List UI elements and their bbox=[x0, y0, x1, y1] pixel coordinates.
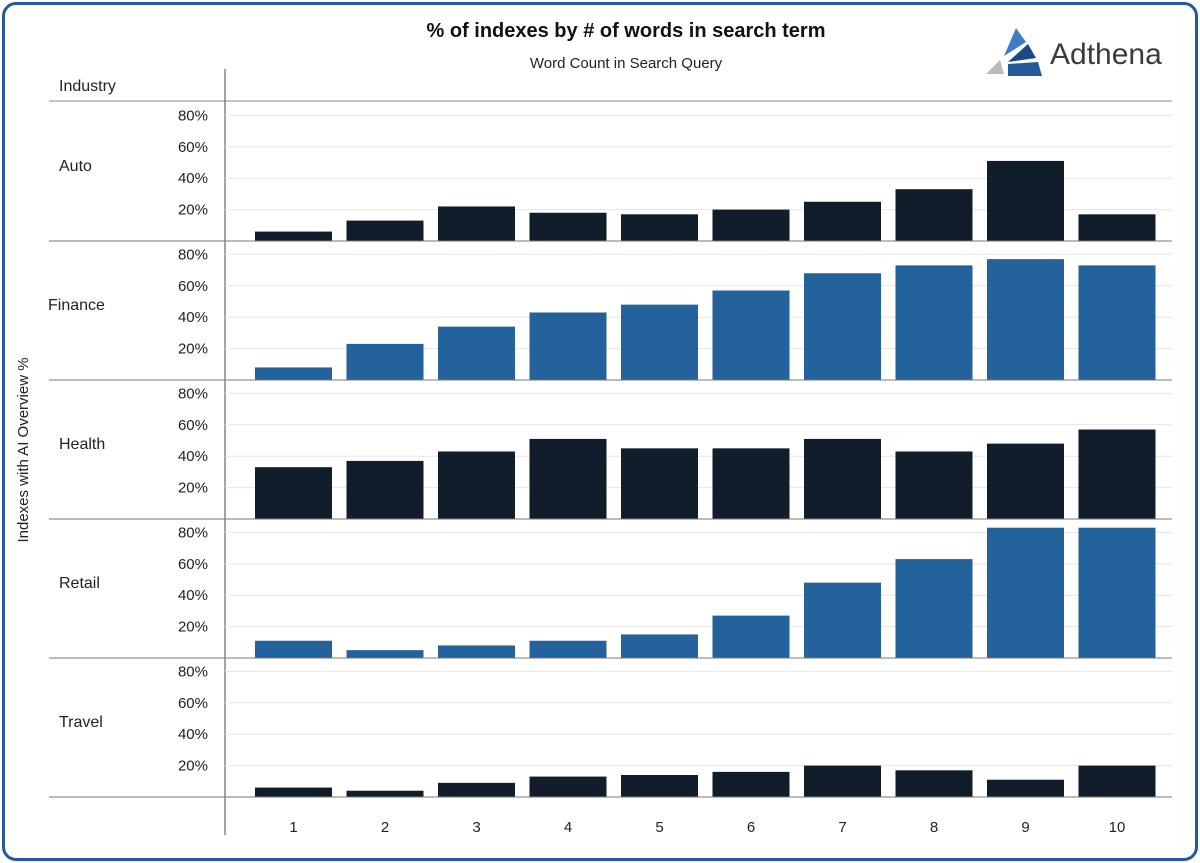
y-tick-travel-60: 60% bbox=[178, 695, 208, 712]
x-tick-4: 4 bbox=[564, 819, 572, 836]
x-tick-2: 2 bbox=[381, 819, 389, 836]
bar-auto-6 bbox=[712, 209, 790, 241]
bar-travel-5 bbox=[621, 775, 698, 797]
bar-travel-6 bbox=[712, 771, 790, 797]
y-tick-auto-80: 80% bbox=[178, 107, 208, 124]
bar-auto-4 bbox=[529, 212, 607, 241]
y-tick-travel-80: 80% bbox=[178, 663, 208, 680]
bar-finance-8 bbox=[895, 265, 973, 380]
bar-travel-3 bbox=[438, 782, 515, 797]
x-tick-1: 1 bbox=[289, 819, 297, 836]
bar-retail-3 bbox=[438, 645, 515, 658]
bar-travel-7 bbox=[804, 765, 881, 797]
panel-label-travel: Travel bbox=[59, 714, 103, 731]
bar-travel-8 bbox=[895, 770, 973, 797]
y-tick-health-20: 20% bbox=[178, 480, 208, 497]
bar-finance-2 bbox=[346, 343, 424, 380]
bar-health-1 bbox=[255, 467, 332, 519]
logo-mark-left bbox=[986, 60, 1004, 74]
bar-travel-1 bbox=[255, 787, 332, 797]
y-tick-retail-20: 20% bbox=[178, 619, 208, 636]
y-tick-auto-20: 20% bbox=[178, 202, 208, 219]
plot-area: 20% 40% 60% 80% Auto 20% 40% 60% 80% Finance 20% 40… bbox=[48, 69, 1172, 836]
y-tick-retail-40: 40% bbox=[178, 587, 208, 604]
bar-finance-6 bbox=[712, 290, 790, 380]
bar-auto-9 bbox=[987, 160, 1064, 241]
bar-health-10 bbox=[1078, 429, 1156, 519]
y-tick-finance-60: 60% bbox=[178, 278, 208, 295]
panel-label-health: Health bbox=[59, 436, 105, 453]
bar-finance-7 bbox=[804, 273, 881, 380]
bar-retail-4 bbox=[529, 640, 607, 658]
bar-health-3 bbox=[438, 451, 515, 519]
bar-health-9 bbox=[987, 443, 1064, 519]
bar-retail-5 bbox=[621, 634, 698, 658]
bar-health-2 bbox=[346, 460, 424, 519]
bar-auto-10 bbox=[1078, 214, 1156, 241]
y-tick-auto-60: 60% bbox=[178, 139, 208, 156]
bar-retail-7 bbox=[804, 582, 881, 658]
x-tick-10: 10 bbox=[1109, 819, 1126, 836]
bar-travel-10 bbox=[1078, 765, 1156, 797]
chart-title: % of indexes by # of words in search ter… bbox=[426, 20, 825, 42]
y-tick-travel-20: 20% bbox=[178, 758, 208, 775]
y-tick-health-40: 40% bbox=[178, 448, 208, 465]
row-header: Industry bbox=[59, 78, 116, 95]
bar-retail-6 bbox=[712, 615, 790, 658]
panel-label-retail: Retail bbox=[59, 575, 100, 592]
y-tick-retail-80: 80% bbox=[178, 524, 208, 541]
bar-finance-3 bbox=[438, 326, 515, 380]
bar-health-6 bbox=[712, 448, 790, 519]
bar-auto-8 bbox=[895, 189, 973, 241]
bar-travel-2 bbox=[346, 790, 424, 797]
y-tick-auto-40: 40% bbox=[178, 170, 208, 187]
bar-auto-3 bbox=[438, 206, 515, 241]
bar-finance-9 bbox=[987, 259, 1064, 380]
panel-label-finance: Finance bbox=[48, 297, 105, 314]
x-tick-3: 3 bbox=[472, 819, 480, 836]
logo-mark-middle bbox=[1008, 44, 1036, 62]
x-tick-7: 7 bbox=[838, 819, 846, 836]
bar-retail-9 bbox=[987, 527, 1064, 658]
bar-auto-2 bbox=[346, 220, 424, 241]
y-axis-label: Indexes with AI Overview % bbox=[15, 357, 32, 542]
bar-finance-4 bbox=[529, 312, 607, 380]
y-tick-finance-40: 40% bbox=[178, 309, 208, 326]
chart-subtitle: Word Count in Search Query bbox=[530, 55, 723, 72]
bar-auto-5 bbox=[621, 214, 698, 241]
x-tick-6: 6 bbox=[747, 819, 755, 836]
bar-travel-9 bbox=[987, 779, 1064, 797]
bar-finance-1 bbox=[255, 367, 332, 380]
y-tick-finance-80: 80% bbox=[178, 246, 208, 263]
bar-retail-10 bbox=[1078, 527, 1156, 658]
bar-finance-5 bbox=[621, 304, 698, 380]
y-tick-health-60: 60% bbox=[178, 417, 208, 434]
logo-mark-top bbox=[1004, 28, 1026, 56]
bar-health-8 bbox=[895, 451, 973, 519]
y-tick-health-80: 80% bbox=[178, 385, 208, 402]
bar-retail-8 bbox=[895, 559, 973, 658]
bar-finance-10 bbox=[1078, 265, 1156, 380]
bar-health-7 bbox=[804, 438, 881, 519]
y-tick-finance-20: 20% bbox=[178, 341, 208, 358]
bar-retail-1 bbox=[255, 640, 332, 658]
x-tick-9: 9 bbox=[1021, 819, 1029, 836]
panel-label-auto: Auto bbox=[59, 158, 92, 175]
x-tick-5: 5 bbox=[655, 819, 663, 836]
bar-auto-7 bbox=[804, 201, 881, 241]
bar-retail-2 bbox=[346, 650, 424, 658]
logo-mark-bottom bbox=[1008, 62, 1042, 76]
logo-text: Adthena bbox=[1050, 38, 1162, 71]
adthena-logo: Adthena bbox=[986, 28, 1162, 76]
bar-health-4 bbox=[529, 438, 607, 519]
bar-travel-4 bbox=[529, 776, 607, 797]
y-tick-retail-60: 60% bbox=[178, 556, 208, 573]
bar-health-5 bbox=[621, 448, 698, 519]
x-tick-8: 8 bbox=[930, 819, 938, 836]
bar-auto-1 bbox=[255, 231, 332, 241]
y-tick-travel-40: 40% bbox=[178, 726, 208, 743]
